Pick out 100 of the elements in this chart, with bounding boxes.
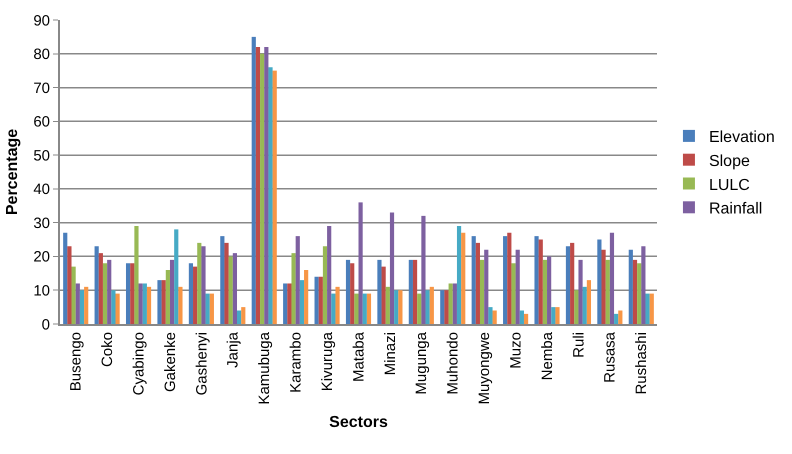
bar — [126, 263, 130, 324]
bar — [503, 236, 508, 324]
bar — [287, 283, 292, 324]
bar — [426, 290, 430, 324]
y-tick-label: 80 — [33, 46, 50, 64]
bar — [166, 270, 170, 324]
bar — [524, 314, 528, 324]
x-tick-label: Busengo — [68, 332, 85, 392]
x-axis-title: Sectors — [329, 414, 388, 431]
bar — [448, 283, 453, 324]
bar — [354, 294, 358, 324]
bar — [542, 260, 548, 324]
bar — [346, 260, 350, 324]
bar — [80, 290, 84, 324]
bar — [578, 260, 583, 324]
bar — [637, 263, 642, 324]
bar — [390, 212, 394, 324]
bar — [111, 290, 116, 324]
bar — [632, 260, 638, 324]
bar — [476, 242, 480, 324]
bar — [116, 294, 120, 324]
bar — [296, 236, 300, 324]
bar — [252, 36, 256, 324]
bar — [452, 283, 457, 324]
bar — [193, 266, 198, 324]
bar — [472, 236, 476, 324]
bar — [484, 250, 488, 324]
bar — [300, 280, 304, 324]
bar — [268, 67, 273, 324]
bar — [618, 310, 622, 324]
bar — [516, 250, 520, 324]
x-tick-label: Cyabingo — [130, 332, 148, 396]
bar — [570, 242, 574, 324]
bar — [322, 246, 328, 324]
bar — [76, 283, 80, 324]
bar — [398, 290, 402, 324]
bar — [102, 263, 108, 324]
y-tick-label: 90 — [33, 12, 50, 30]
bar — [224, 242, 229, 324]
bar — [408, 260, 413, 324]
bar — [146, 286, 152, 324]
bar — [98, 253, 103, 324]
bar — [394, 290, 398, 324]
x-tick-label: Gakenke — [162, 332, 179, 392]
y-tick-label: 30 — [33, 214, 50, 232]
bar — [614, 314, 618, 324]
x-tick-label: Rusasa — [602, 331, 619, 383]
bar — [318, 276, 323, 324]
bar — [174, 229, 178, 324]
bar — [386, 286, 390, 324]
legend-label: Rainfall — [708, 200, 762, 218]
bar — [157, 280, 162, 324]
bar — [134, 226, 139, 324]
bar — [67, 246, 72, 324]
legend-label: LULC — [708, 176, 750, 194]
bar — [72, 266, 76, 324]
x-tick-label: Ruli — [570, 332, 588, 358]
bar — [412, 260, 418, 324]
bar — [206, 294, 210, 324]
bar — [586, 280, 592, 324]
y-axis-title: Percentage — [4, 128, 21, 216]
x-tick-label: Karambo — [288, 332, 305, 393]
bar — [232, 253, 238, 324]
bar — [601, 250, 606, 324]
x-tick-label: Coko — [99, 332, 116, 368]
bar — [142, 283, 147, 324]
bar — [241, 307, 246, 324]
bar — [456, 226, 462, 324]
x-tick-label: Muzo — [507, 332, 524, 369]
x-tick-label: Muyongwe — [476, 332, 494, 405]
bar — [628, 250, 633, 324]
bar — [421, 216, 426, 324]
bar — [492, 310, 497, 324]
bar — [488, 307, 493, 324]
bar — [551, 307, 556, 324]
bar — [188, 263, 194, 324]
bar — [366, 294, 372, 324]
bar — [256, 47, 260, 324]
bar — [362, 294, 367, 324]
bar — [430, 286, 434, 324]
bar — [335, 286, 340, 324]
bar — [574, 290, 578, 324]
bar — [197, 242, 202, 324]
bar — [597, 240, 602, 324]
bar — [444, 290, 449, 324]
bar — [220, 236, 224, 324]
bar — [94, 246, 99, 324]
bar — [606, 260, 610, 324]
y-tick-label: 40 — [33, 181, 50, 198]
legend-label: Elevation — [708, 129, 775, 146]
bar — [547, 256, 552, 324]
bar — [210, 294, 214, 324]
bar — [162, 280, 166, 324]
legend-label: Slope — [708, 152, 750, 170]
bar — [170, 260, 174, 324]
bar — [555, 307, 560, 324]
bar — [538, 240, 543, 324]
bar — [534, 236, 539, 324]
bar — [272, 70, 277, 324]
bar — [138, 283, 143, 324]
